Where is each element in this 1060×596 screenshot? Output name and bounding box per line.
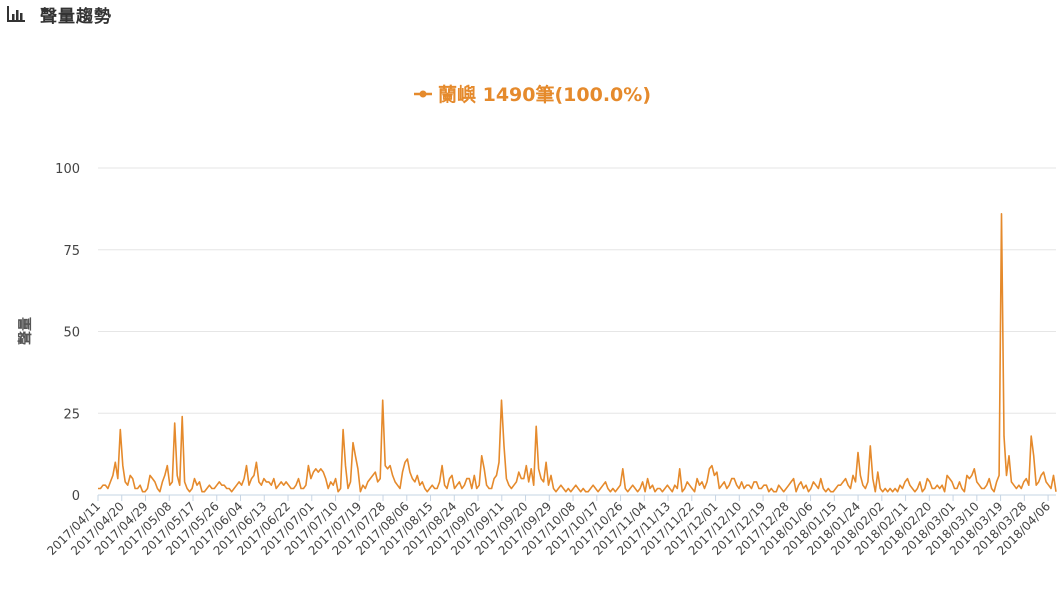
legend-dot-marker xyxy=(419,90,427,98)
panel-title: 聲量趨勢 xyxy=(40,6,112,27)
y-tick-label: 50 xyxy=(63,326,80,341)
series-line-lanyu xyxy=(98,213,1057,493)
legend-label: 蘭嶼 1490筆(100.0%) xyxy=(438,83,651,106)
chart-legend[interactable]: 蘭嶼 1490筆(100.0%) xyxy=(414,83,651,106)
x-tick-labels: 2017/04/112017/04/202017/04/292017/05/08… xyxy=(44,499,1053,558)
y-tick-labels: 0 25 50 75 100 xyxy=(55,162,80,504)
y-axis-label: 聲量 xyxy=(17,317,34,345)
y-tick-label: 75 xyxy=(63,244,80,259)
y-tick-label: 0 xyxy=(72,489,80,504)
bar-chart-icon xyxy=(7,6,25,22)
y-tick-label: 100 xyxy=(55,162,80,177)
y-tick-label: 25 xyxy=(63,407,80,422)
grid-lines xyxy=(98,167,1056,414)
x-axis xyxy=(97,494,1056,501)
panel-header: 聲量趨勢 xyxy=(6,2,112,27)
